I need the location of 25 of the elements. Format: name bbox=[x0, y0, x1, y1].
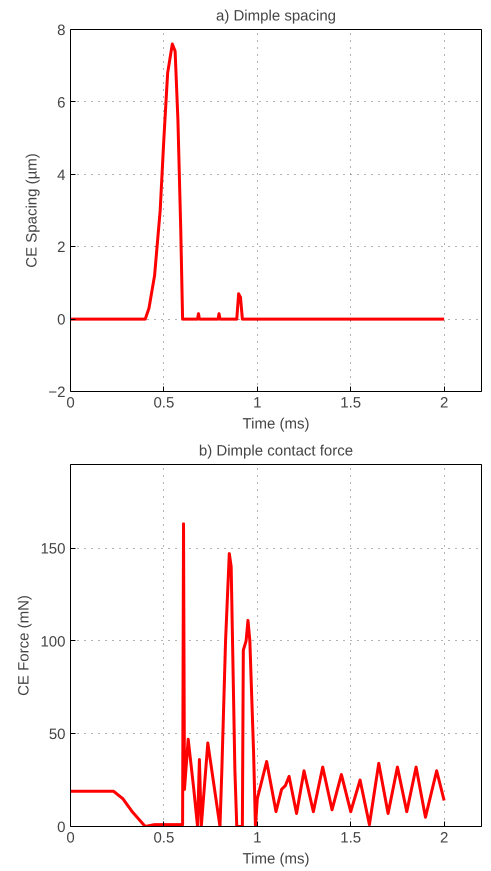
x-axis-title: Time (ms) bbox=[242, 850, 310, 868]
y-tick-label: 4 bbox=[57, 166, 66, 184]
x-tick-label: 2 bbox=[440, 394, 448, 412]
x-axis-title: Time (ms) bbox=[242, 416, 310, 432]
y-tick-label: 2 bbox=[57, 239, 66, 256]
y-tick-label: 150 bbox=[40, 540, 66, 558]
chart-title: a) Dimple spacing bbox=[216, 8, 336, 24]
y-tick-label: 0 bbox=[57, 819, 66, 836]
y-tick-label: 6 bbox=[57, 94, 66, 112]
y-axis-title: CE Force (mN) bbox=[15, 595, 32, 696]
x-tick-label: 1 bbox=[253, 830, 262, 846]
x-tick-label: 0.5 bbox=[153, 394, 174, 412]
y-tick-label: 0 bbox=[57, 312, 66, 329]
x-tick-label: 1.5 bbox=[340, 394, 362, 412]
x-tick-label: 1.5 bbox=[340, 830, 362, 846]
x-tick-label: 2 bbox=[440, 830, 448, 846]
y-tick-label: 8 bbox=[57, 22, 66, 39]
chart-title: b) Dimple contact force bbox=[198, 442, 354, 460]
x-tick-label: 0.5 bbox=[153, 830, 174, 846]
line-series bbox=[70, 42, 446, 321]
y-axis-title: CE Spacing (µm) bbox=[23, 153, 40, 268]
y-tick-label: 50 bbox=[48, 726, 66, 744]
y-tick-label: 100 bbox=[40, 633, 66, 650]
x-tick-label: 1 bbox=[253, 394, 262, 412]
y-tick-label: −2 bbox=[48, 384, 66, 401]
